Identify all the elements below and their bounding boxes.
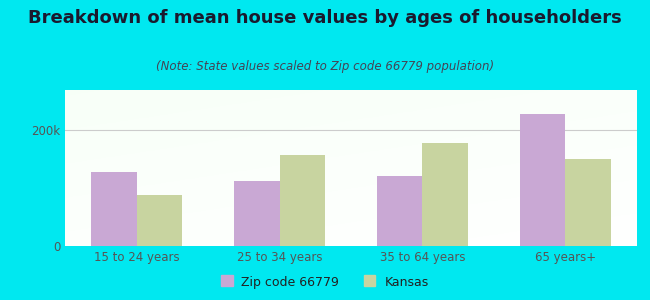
Bar: [519, 114, 566, 246]
Text: (Note: State values scaled to Zip code 66779 population): (Note: State values scaled to Zip code 6…: [156, 60, 494, 73]
Bar: [136, 195, 183, 246]
Legend: Zip code 66779, Kansas: Zip code 66779, Kansas: [216, 271, 434, 294]
Bar: [280, 155, 325, 246]
Bar: [234, 181, 280, 246]
Bar: [377, 176, 423, 246]
Bar: [422, 143, 468, 246]
Bar: [91, 172, 136, 246]
Text: Breakdown of mean house values by ages of householders: Breakdown of mean house values by ages o…: [28, 9, 622, 27]
Bar: [566, 159, 611, 246]
